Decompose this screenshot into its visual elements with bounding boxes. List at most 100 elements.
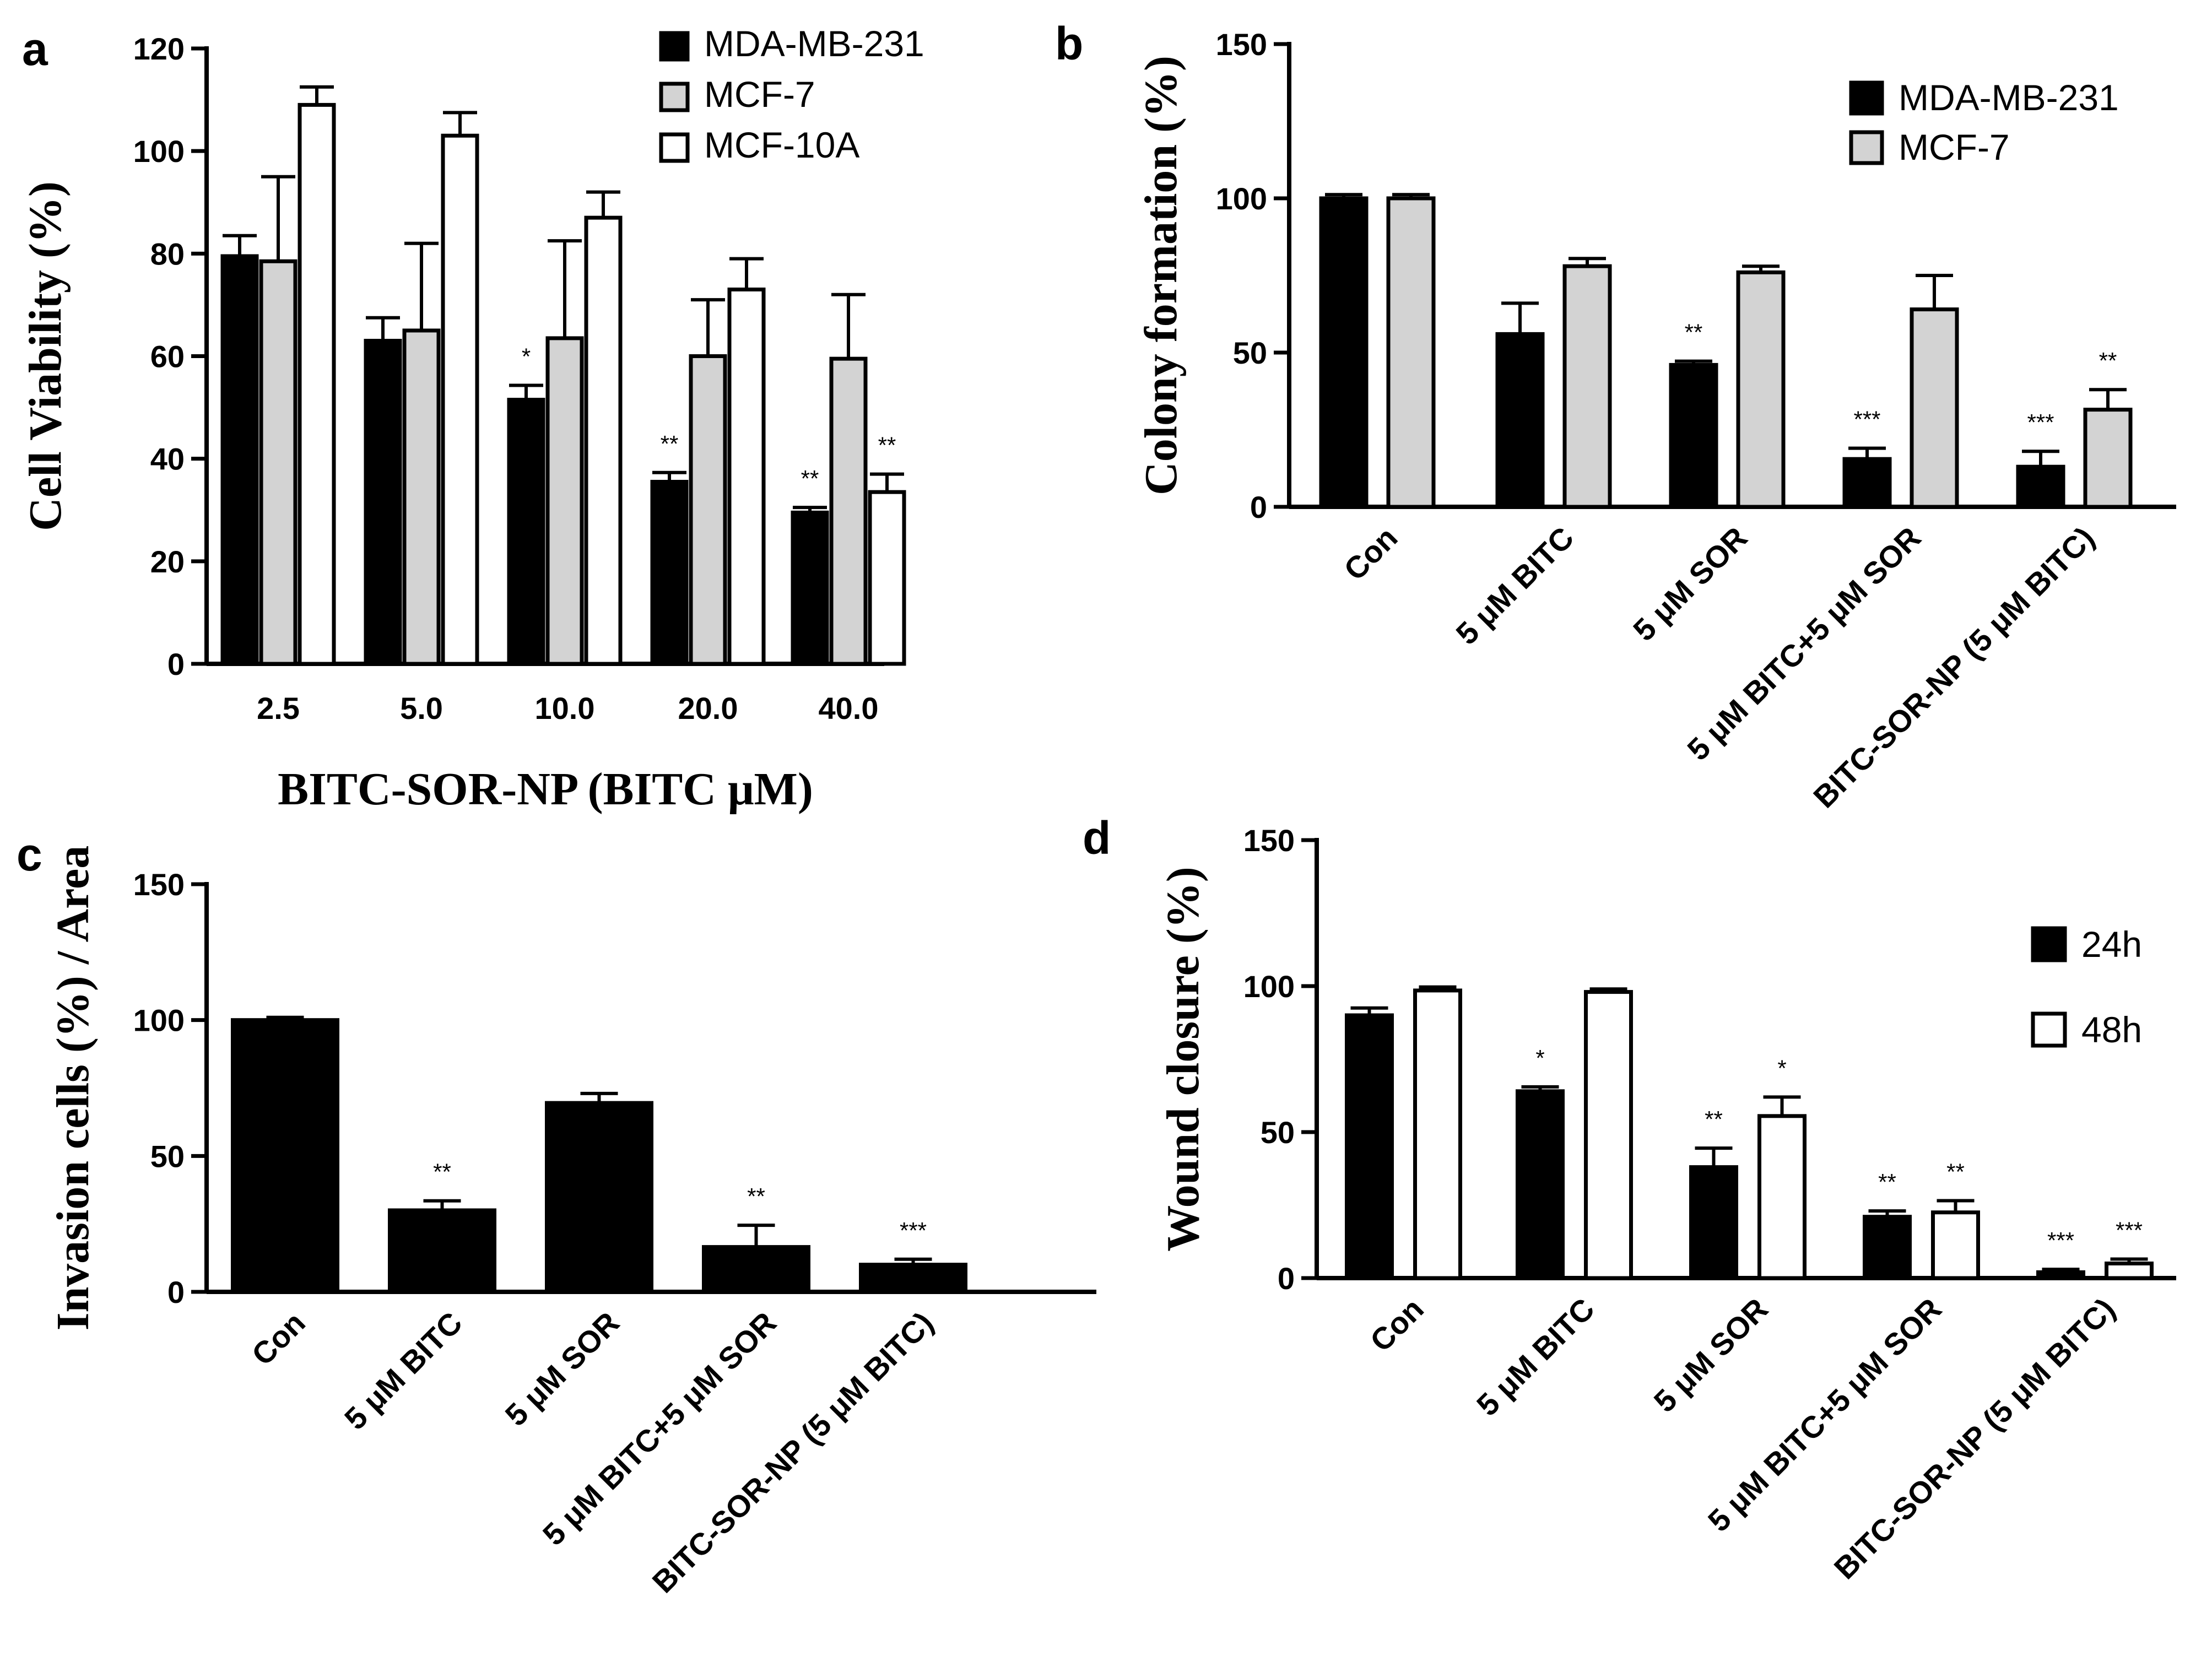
x-tick-label: BITC-SOR-NP (5 μM BITC): [1827, 1291, 2122, 1585]
y-tick-label: 0: [1250, 490, 1267, 524]
bar: [791, 510, 829, 666]
x-tick-label: 40.0: [819, 691, 879, 726]
legend-label: 48h: [2081, 1009, 2142, 1050]
bar: [868, 490, 906, 666]
bar: [1931, 1210, 1980, 1280]
bar: [2016, 464, 2065, 509]
legend-label: MCF-7: [1899, 127, 2010, 167]
bar: [689, 354, 727, 666]
panel-label: a: [22, 23, 48, 75]
x-tick-label: 5.0: [400, 691, 443, 726]
bar: [259, 259, 298, 666]
y-axis-title: Colony formation (%): [1135, 56, 1187, 495]
bar: [2105, 1262, 2154, 1280]
bar: [1495, 332, 1545, 509]
x-tick-label: 5 μM SOR: [498, 1305, 626, 1433]
bar: [298, 102, 336, 666]
y-tick-label: 150: [133, 867, 185, 902]
bar: [231, 1018, 339, 1294]
legend-swatch: [659, 132, 690, 163]
bar: [829, 356, 868, 666]
significance-marker: *: [522, 344, 531, 370]
significance-marker: **: [1705, 1106, 1723, 1132]
legend-swatch: [1849, 80, 1884, 116]
x-tick-label: 5 μM SOR: [1626, 520, 1754, 648]
x-tick-label: 2.5: [257, 691, 300, 726]
significance-marker: **: [801, 466, 819, 491]
y-tick-label: 20: [150, 544, 185, 579]
bar: [1386, 196, 1436, 509]
y-tick-label: 0: [167, 647, 185, 681]
bar: [584, 215, 623, 666]
y-axis-title: Wound closure (%): [1158, 867, 1209, 1252]
y-tick-label: 50: [1233, 335, 1267, 370]
panel-label: b: [1055, 18, 1083, 69]
legend-label: MDA-MB-231: [704, 23, 924, 64]
y-tick-label: 50: [150, 1139, 185, 1173]
chart-panel-b: b 0 50 100 150 Colony formation (%) Con 5 μM BI…: [1055, 18, 2176, 814]
bar: [1736, 270, 1786, 509]
legend-swatch: [2031, 1011, 2067, 1048]
bar: [650, 480, 689, 666]
bar: [1910, 307, 1959, 509]
bar: [1413, 988, 1462, 1280]
bar: [702, 1245, 810, 1294]
legend-swatch: [1849, 130, 1884, 165]
y-tick-label: 80: [150, 236, 185, 271]
legend-label: MCF-10A: [704, 125, 859, 165]
bar: [402, 328, 441, 666]
bar: [220, 254, 259, 666]
y-tick-label: 100: [133, 1003, 185, 1038]
bar: [2083, 408, 2133, 509]
significance-marker: **: [1946, 1159, 1965, 1185]
bar: [1562, 264, 1612, 509]
legend-label: MDA-MB-231: [1899, 77, 2119, 118]
significance-marker: **: [747, 1183, 765, 1209]
x-tick-label: BITC-SOR-NP (5 μM BITC): [646, 1305, 940, 1599]
bar: [364, 339, 402, 666]
bar: [545, 1101, 653, 1294]
y-tick-label: 50: [1261, 1115, 1295, 1150]
legend-swatch: [2031, 926, 2067, 962]
chart-panel-d: d 0 50 100 150 Wound closure (%) Con * 5 μM BITC…: [1083, 812, 2176, 1585]
y-axis-title: Cell Viability (%): [20, 181, 71, 531]
chart-panel-a: a 0 20 40 60 80 100 120 Cell Viability (%) 2.5 5.0…: [20, 23, 924, 815]
significance-marker: *: [1777, 1055, 1786, 1081]
y-tick-label: 60: [150, 339, 185, 374]
significance-marker: ***: [2047, 1227, 2074, 1253]
x-tick-label: 10.0: [535, 691, 595, 726]
legend-swatch: [659, 82, 690, 112]
significance-marker: **: [1878, 1169, 1896, 1195]
bar: [388, 1208, 496, 1294]
significance-marker: ***: [2116, 1217, 2143, 1243]
legend-swatch: [659, 31, 690, 62]
chart-panel-c: c 0 50 100 150 Invasion cells (%) / Area Con **…: [17, 829, 1096, 1599]
x-tick-label: 5 μM SOR: [1647, 1291, 1775, 1419]
significance-marker: ***: [1853, 407, 1880, 432]
legend-label: 24h: [2081, 924, 2142, 965]
panel-label: d: [1083, 812, 1111, 864]
bar: [2036, 1270, 2085, 1280]
x-tick-label: 20.0: [678, 691, 738, 726]
bar: [1516, 1089, 1565, 1280]
y-tick-label: 40: [150, 442, 185, 477]
bar: [441, 133, 479, 666]
significance-marker: *: [1535, 1045, 1544, 1071]
y-tick-label: 0: [167, 1275, 185, 1309]
bar: [1689, 1165, 1738, 1280]
significance-marker: **: [433, 1159, 451, 1185]
bar: [1757, 1114, 1807, 1280]
bar: [1669, 362, 1718, 509]
x-tick-label: 5 μM BITC: [1449, 520, 1580, 651]
significance-marker: **: [1685, 320, 1703, 345]
significance-marker: **: [878, 432, 896, 458]
x-tick-label: Con: [1363, 1291, 1430, 1359]
x-tick-label: Con: [1337, 520, 1404, 587]
bar: [545, 336, 584, 666]
significance-marker: **: [661, 431, 679, 457]
bar: [1842, 457, 1892, 509]
y-tick-label: 100: [1243, 969, 1295, 1004]
bar: [1584, 990, 1633, 1280]
y-axis-title: Invasion cells (%) / Area: [47, 846, 99, 1330]
